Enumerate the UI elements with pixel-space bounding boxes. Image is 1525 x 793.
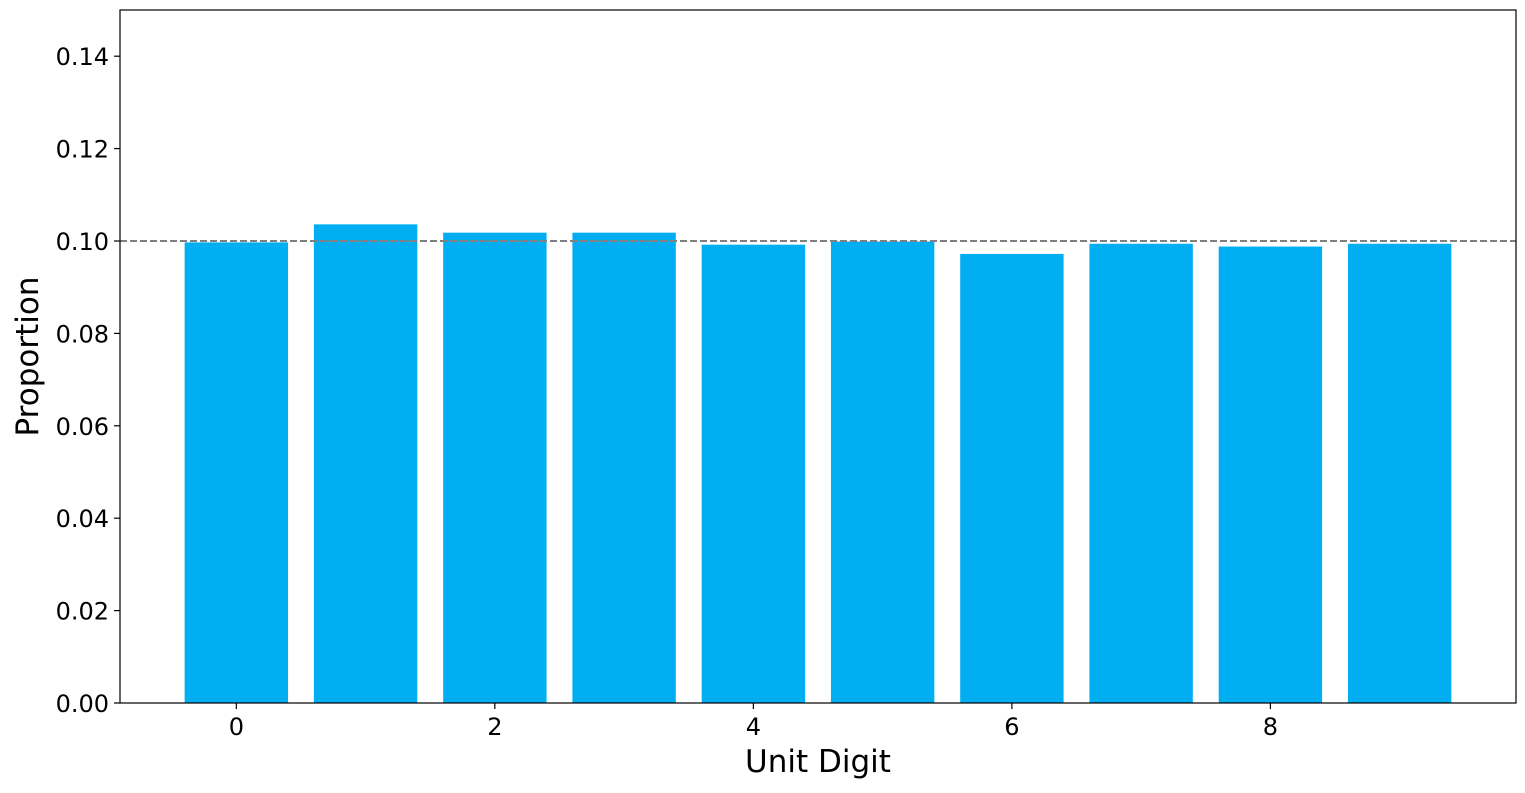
bar-digit-4	[701, 244, 806, 703]
y-tick-label: 0.06	[56, 413, 109, 441]
x-tick-label: 0	[229, 713, 244, 741]
y-axis-ticks: 0.00 0.02 0.04 0.06 0.08 0.10 0.12 0.14	[56, 43, 120, 718]
y-tick-label: 0.12	[56, 136, 109, 164]
x-axis-ticks: 0 2 4 6 8	[229, 703, 1278, 741]
x-axis-label: Unit Digit	[745, 744, 891, 780]
bar-digit-1	[313, 224, 418, 703]
y-axis-label: Proportion	[10, 277, 46, 437]
y-tick-label: 0.08	[56, 320, 109, 348]
x-tick-label: 8	[1263, 713, 1278, 741]
y-tick-label: 0.02	[56, 598, 109, 626]
bar-digit-9	[1347, 243, 1452, 703]
bar-digit-2	[443, 232, 547, 703]
x-tick-label: 6	[1004, 713, 1019, 741]
bar-digit-0	[184, 242, 289, 703]
y-tick-label: 0.04	[56, 505, 109, 533]
bar-digit-6	[960, 253, 1064, 703]
y-tick-label: 0.00	[56, 690, 109, 718]
bar-digit-5	[830, 241, 935, 703]
x-tick-label: 2	[487, 713, 502, 741]
bar-digit-7	[1089, 243, 1193, 703]
plot-area-frame	[119, 9, 1517, 704]
y-tick-label: 0.14	[56, 43, 109, 71]
bar-digit-3	[572, 232, 676, 703]
y-tick-label: 0.10	[56, 228, 109, 256]
bar-digit-8	[1218, 246, 1323, 704]
x-tick-label: 4	[746, 713, 761, 741]
bars-group	[184, 224, 1452, 704]
